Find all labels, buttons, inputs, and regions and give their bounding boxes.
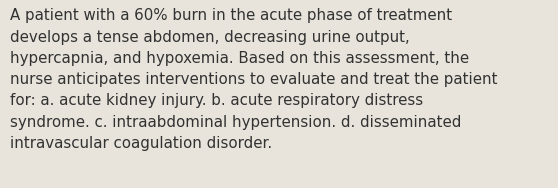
Text: A patient with a 60% burn in the acute phase of treatment
develops a tense abdom: A patient with a 60% burn in the acute p…: [10, 8, 498, 151]
